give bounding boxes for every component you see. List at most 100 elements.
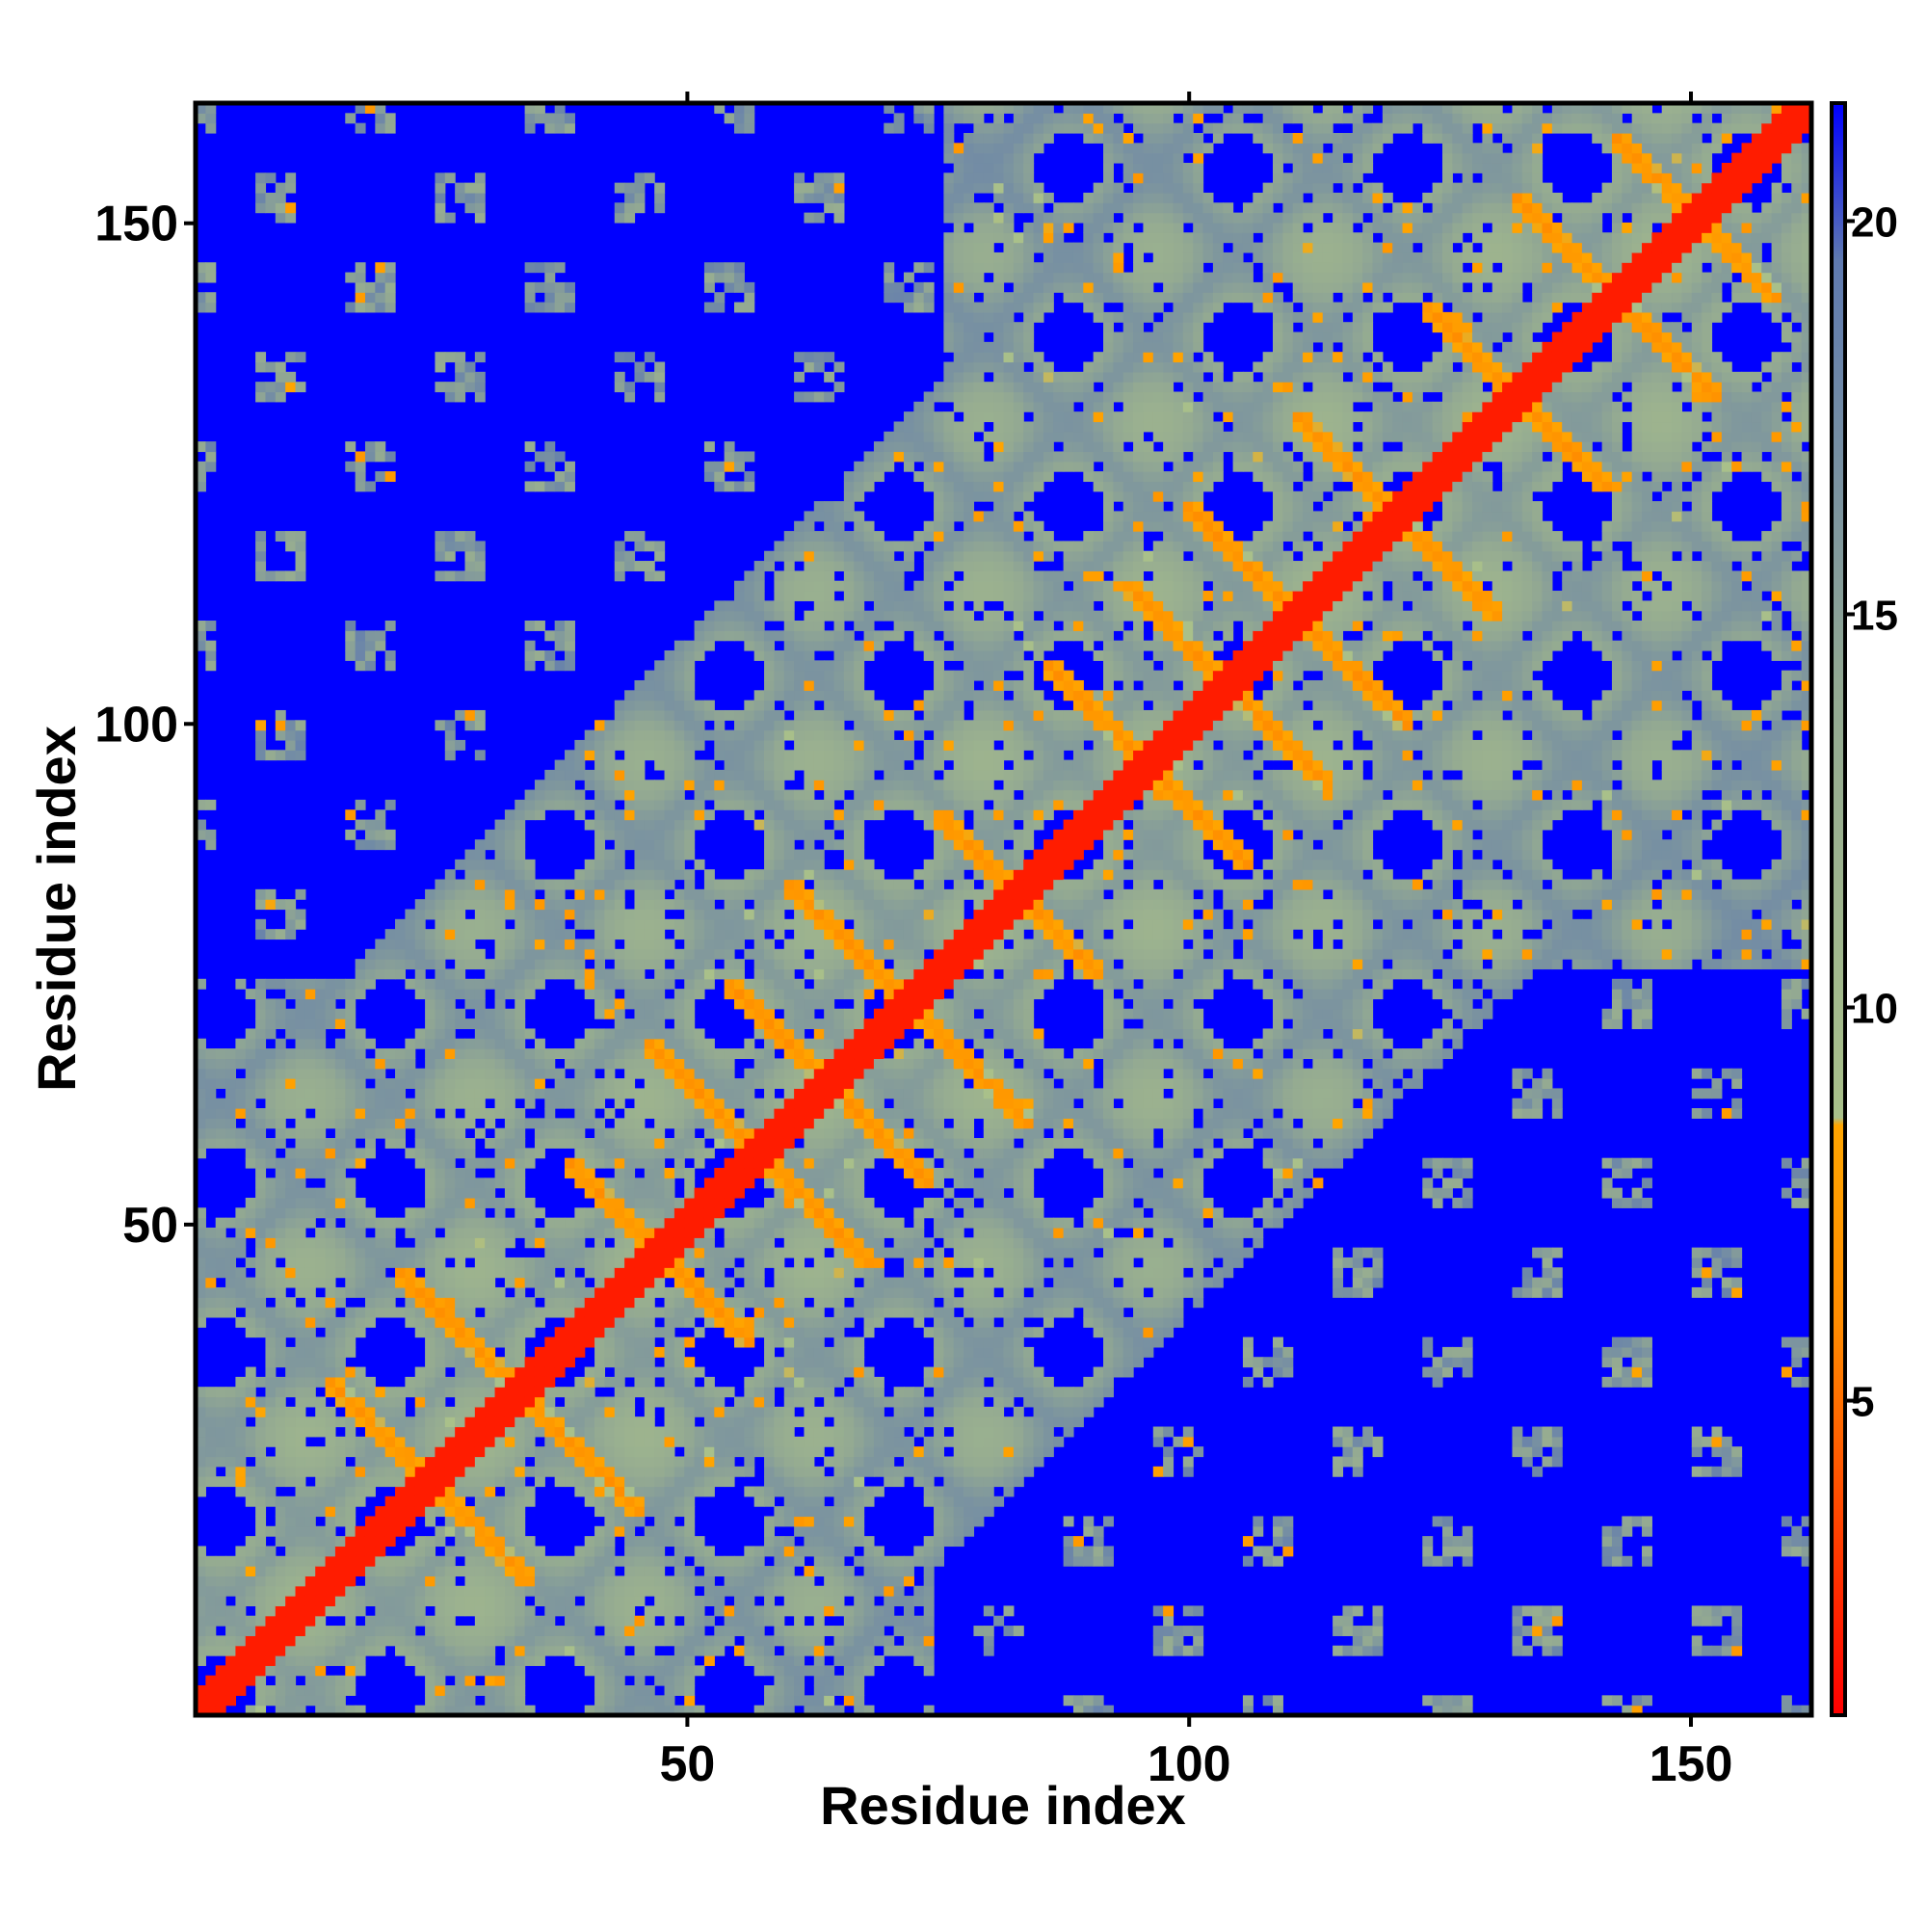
heatmap-cell	[554, 1257, 566, 1268]
heatmap-cell	[364, 839, 376, 851]
heatmap-cell	[694, 1436, 705, 1447]
heatmap-cell	[734, 1307, 745, 1318]
heatmap-cell	[774, 1286, 785, 1298]
heatmap-cell	[734, 769, 745, 781]
heatmap-cell	[753, 769, 765, 781]
heatmap-cell	[444, 1207, 456, 1219]
heatmap-cell	[673, 1098, 685, 1109]
heatmap-cell	[804, 1387, 815, 1398]
heatmap-cell	[694, 948, 705, 960]
heatmap-cell	[355, 1217, 366, 1229]
heatmap-cell	[494, 1108, 506, 1119]
heatmap-cell	[444, 1038, 456, 1049]
heatmap-cell	[364, 1596, 376, 1606]
heatmap-cell	[804, 809, 815, 821]
heatmap-cell	[215, 1138, 226, 1149]
heatmap-cell	[753, 1078, 765, 1089]
heatmap-cell	[534, 1396, 545, 1408]
heatmap-cell	[494, 1048, 506, 1060]
heatmap-cell	[235, 978, 247, 990]
heatmap-cell	[295, 1028, 306, 1040]
heatmap-cell	[764, 1008, 776, 1019]
heatmap-cell	[355, 1436, 366, 1447]
heatmap-cell	[783, 690, 795, 701]
heatmap-cell	[304, 1307, 316, 1318]
heatmap-cell	[265, 1495, 277, 1507]
heatmap-cell	[255, 1257, 267, 1268]
heatmap-cell	[624, 1525, 636, 1537]
heatmap-cell	[604, 1585, 616, 1597]
heatmap-cell	[744, 1127, 755, 1139]
heatmap-cell	[435, 1585, 446, 1597]
heatmap-cell	[724, 1406, 735, 1417]
heatmap-cell	[355, 1406, 366, 1417]
heatmap-cell	[644, 1247, 655, 1258]
heatmap-cell	[783, 729, 795, 741]
heatmap-cell	[494, 1376, 506, 1388]
heatmap-cell	[724, 1157, 735, 1169]
heatmap-cell	[565, 113, 575, 124]
heatmap-cell	[664, 1665, 675, 1677]
heatmap-cell	[504, 1257, 515, 1268]
heatmap-cell	[375, 1078, 386, 1089]
heatmap-cell	[474, 1207, 486, 1219]
heatmap-cell	[594, 899, 606, 911]
heatmap-cell	[474, 1178, 486, 1189]
heatmap-cell	[485, 1585, 496, 1597]
heatmap-cell	[694, 1486, 705, 1497]
heatmap-cell	[405, 1506, 416, 1518]
heatmap-cell	[744, 1178, 755, 1189]
heatmap-cell	[753, 759, 765, 771]
heatmap-cell	[654, 750, 666, 761]
heatmap-cell	[494, 959, 506, 970]
heatmap-cell	[684, 1078, 696, 1089]
heatmap-cell	[355, 1525, 366, 1537]
heatmap-cell	[524, 799, 536, 810]
heatmap-cell	[455, 1626, 466, 1636]
heatmap-cell	[196, 1227, 206, 1238]
heatmap-cell	[654, 759, 666, 771]
heatmap-cell	[664, 1626, 675, 1636]
heatmap-cell	[455, 531, 466, 542]
heatmap-cell	[574, 789, 586, 801]
heatmap-cell	[714, 1307, 726, 1318]
heatmap-cell	[703, 1566, 715, 1577]
heatmap-cell	[565, 939, 575, 950]
heatmap-cell	[285, 1555, 297, 1567]
heatmap-cell	[405, 1247, 416, 1258]
heatmap-cell	[753, 690, 765, 701]
heatmap-cell	[604, 939, 616, 950]
heatmap-cell	[644, 809, 655, 821]
heatmap-cell	[235, 1675, 247, 1686]
heatmap-cell	[315, 1019, 327, 1030]
heatmap-cell	[494, 978, 506, 990]
heatmap-cell	[325, 1357, 336, 1368]
heatmap-cell	[764, 1217, 776, 1229]
heatmap-cell	[345, 1615, 356, 1627]
heatmap-cell	[744, 1596, 755, 1606]
heatmap-cell	[594, 780, 606, 791]
heatmap-cell	[534, 1406, 545, 1417]
heatmap-cell	[664, 1068, 675, 1079]
heatmap-cell	[315, 1168, 327, 1178]
heatmap-cell	[804, 1019, 815, 1030]
heatmap-cell	[215, 1247, 226, 1258]
heatmap-cell	[405, 1416, 416, 1428]
heatmap-cell	[584, 1028, 595, 1040]
heatmap-cell	[275, 1635, 286, 1647]
heatmap-cell	[455, 929, 466, 940]
heatmap-cell	[295, 1566, 306, 1577]
heatmap-cell	[673, 1008, 685, 1019]
heatmap-cell	[325, 1605, 336, 1617]
heatmap-cell	[265, 1197, 277, 1208]
heatmap-cell	[734, 600, 745, 612]
heatmap-cell	[774, 859, 785, 870]
heatmap-cell	[774, 1127, 785, 1139]
heatmap-cell	[684, 649, 696, 661]
heatmap-cell	[455, 1546, 466, 1557]
heatmap-cell	[624, 1416, 636, 1428]
heatmap-cell	[594, 888, 606, 900]
heatmap-cell	[275, 1178, 286, 1189]
heatmap-cell	[405, 1426, 416, 1438]
heatmap-cell	[334, 1466, 346, 1477]
